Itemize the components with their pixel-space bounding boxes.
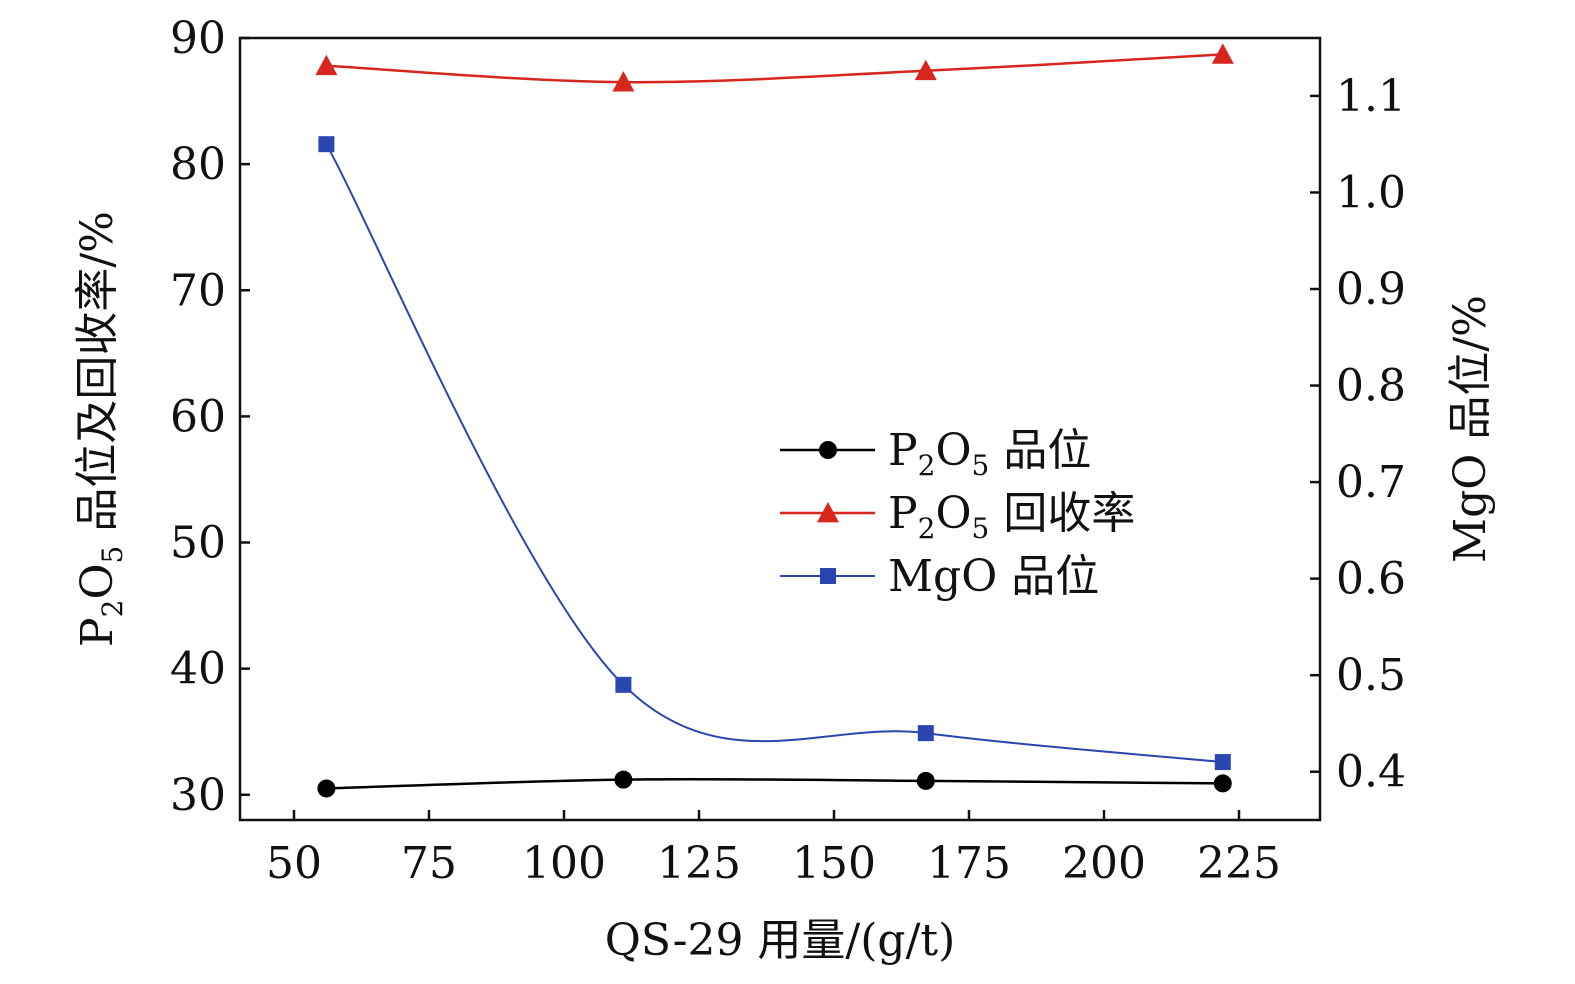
p2o5_grade-point bbox=[1213, 774, 1232, 793]
series-markers bbox=[315, 43, 1234, 798]
p2o5_recovery-point bbox=[1211, 43, 1234, 64]
p2o5_grade-point bbox=[317, 779, 336, 798]
p2o5_grade-point bbox=[916, 771, 935, 790]
mgo_grade-point bbox=[1214, 754, 1231, 771]
y2-tick-label: 0.6 bbox=[1336, 554, 1406, 605]
legend-item-p2o5_recovery: P2O5 回收率 bbox=[780, 488, 1135, 545]
y2-tick-label: 0.9 bbox=[1336, 264, 1406, 315]
x-tick-label: 175 bbox=[927, 838, 1011, 889]
y-axis-title: P2O5 品位及回收率/% bbox=[72, 211, 129, 647]
y-tick-label: 40 bbox=[170, 644, 226, 695]
legend-marker bbox=[820, 568, 836, 584]
y-tick-label: 90 bbox=[170, 13, 226, 64]
mgo_grade-point bbox=[318, 136, 335, 153]
x-tick-label: 150 bbox=[792, 838, 876, 889]
x-tick-label: 200 bbox=[1062, 838, 1146, 889]
y2-tick-label: 0.8 bbox=[1336, 361, 1406, 412]
p2o5_recovery-point bbox=[315, 54, 338, 76]
p2o5_grade-point bbox=[614, 770, 633, 789]
x-tick-label: 125 bbox=[657, 838, 741, 889]
y-tick-label: 80 bbox=[170, 139, 226, 190]
y-tick-label: 50 bbox=[170, 518, 226, 569]
x-axis-ticks: 50 75 100 125 150 175 200 225 bbox=[266, 810, 1281, 889]
p2o5_recovery-line bbox=[326, 53, 1223, 84]
p2o5_recovery-point bbox=[612, 71, 635, 92]
y-tick-label: 60 bbox=[170, 391, 226, 442]
y-axis-ticks: 30 40 50 60 70 80 90 bbox=[170, 13, 250, 821]
y2-tick-label: 1.0 bbox=[1336, 167, 1406, 218]
legend-item-p2o5_grade: P2O5 品位 bbox=[780, 425, 1091, 482]
y2-axis-ticks: 0.4 0.5 0.6 0.7 0.8 0.9 1.0 1.1 bbox=[1310, 71, 1406, 798]
y-tick-label: 70 bbox=[170, 265, 226, 316]
y-tick-label: 30 bbox=[170, 770, 226, 821]
y2-axis-title: MgO 品位/% bbox=[1445, 295, 1496, 563]
legend-marker bbox=[817, 502, 839, 523]
plot-frame bbox=[238, 36, 1322, 822]
y2-tick-label: 1.1 bbox=[1336, 71, 1406, 122]
p2o5_grade-line bbox=[326, 777, 1223, 790]
y2-tick-label: 0.5 bbox=[1336, 650, 1406, 701]
x-axis-title: QS-29 用量/(g/t) bbox=[605, 915, 956, 966]
y2-tick-label: 0.7 bbox=[1336, 457, 1406, 508]
legend-label: P2O5 品位 bbox=[888, 425, 1091, 482]
mgo_grade-point bbox=[917, 725, 934, 742]
legend-marker bbox=[819, 441, 837, 459]
y2-tick-label: 0.4 bbox=[1336, 747, 1406, 798]
mgo_grade-line bbox=[325, 143, 1223, 764]
p2o5_recovery-point bbox=[914, 59, 937, 81]
series-lines bbox=[325, 53, 1223, 790]
legend-label: P2O5 回收率 bbox=[888, 488, 1135, 545]
legend: P2O5 品位 P2O5 回收率 MgO 品位 bbox=[780, 425, 1135, 602]
x-tick-label: 75 bbox=[401, 838, 457, 889]
x-tick-label: 225 bbox=[1197, 838, 1281, 889]
x-tick-label: 50 bbox=[266, 838, 322, 889]
x-tick-label: 100 bbox=[522, 838, 606, 889]
legend-item-mgo_grade: MgO 品位 bbox=[780, 551, 1099, 602]
legend-label: MgO 品位 bbox=[888, 551, 1099, 602]
mgo_grade-point bbox=[615, 676, 632, 693]
